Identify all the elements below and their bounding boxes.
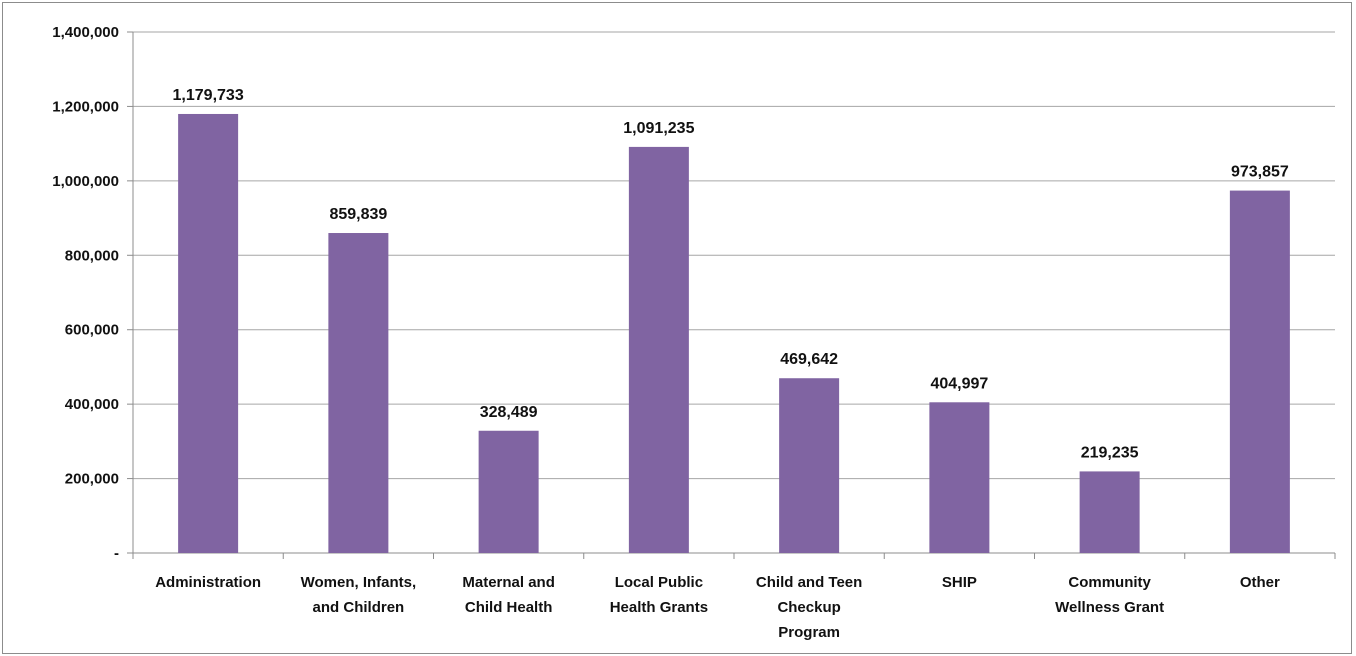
y-tick-label: 1,400,000 bbox=[52, 24, 119, 41]
x-tick-label: and Children bbox=[313, 599, 405, 616]
data-label: 973,857 bbox=[1231, 164, 1289, 181]
y-tick-label: 600,000 bbox=[65, 322, 119, 339]
bar bbox=[779, 378, 840, 553]
y-tick-label: - bbox=[114, 545, 119, 562]
x-tick-label: Checkup bbox=[777, 599, 840, 616]
bar bbox=[478, 430, 539, 553]
x-tick-label: Wellness Grant bbox=[1055, 599, 1164, 616]
x-tick-label: Local Public bbox=[615, 574, 703, 591]
x-tick-label: Administration bbox=[155, 574, 261, 591]
x-tick-label: Program bbox=[778, 624, 840, 641]
y-tick-label: 1,000,000 bbox=[52, 173, 119, 190]
x-tick-label: Community bbox=[1068, 574, 1151, 591]
bar bbox=[1229, 190, 1290, 554]
data-label: 859,839 bbox=[329, 206, 387, 223]
x-tick-label: Women, Infants, bbox=[301, 574, 417, 591]
data-label: 404,997 bbox=[930, 375, 988, 392]
x-tick-label: Health Grants bbox=[610, 599, 708, 616]
y-tick-label: 400,000 bbox=[65, 396, 119, 413]
data-label: 219,235 bbox=[1081, 444, 1139, 461]
x-tick-label: Maternal and bbox=[462, 574, 555, 591]
y-tick-label: 800,000 bbox=[65, 247, 119, 264]
bar bbox=[178, 113, 239, 553]
x-tick-label: SHIP bbox=[942, 574, 977, 591]
bar bbox=[328, 233, 389, 553]
y-tick-label: 200,000 bbox=[65, 471, 119, 488]
y-tick-label: 1,200,000 bbox=[52, 98, 119, 115]
data-label: 328,489 bbox=[480, 404, 538, 421]
x-tick-label: Child Health bbox=[465, 599, 553, 616]
x-tick-label: Other bbox=[1240, 574, 1280, 591]
bar bbox=[628, 146, 689, 553]
data-label: 1,179,733 bbox=[173, 87, 244, 104]
bar bbox=[929, 402, 990, 553]
x-tick-label: Child and Teen bbox=[756, 574, 862, 591]
data-label: 469,642 bbox=[780, 351, 838, 368]
data-label: 1,091,235 bbox=[623, 120, 694, 137]
bar bbox=[1079, 471, 1140, 553]
